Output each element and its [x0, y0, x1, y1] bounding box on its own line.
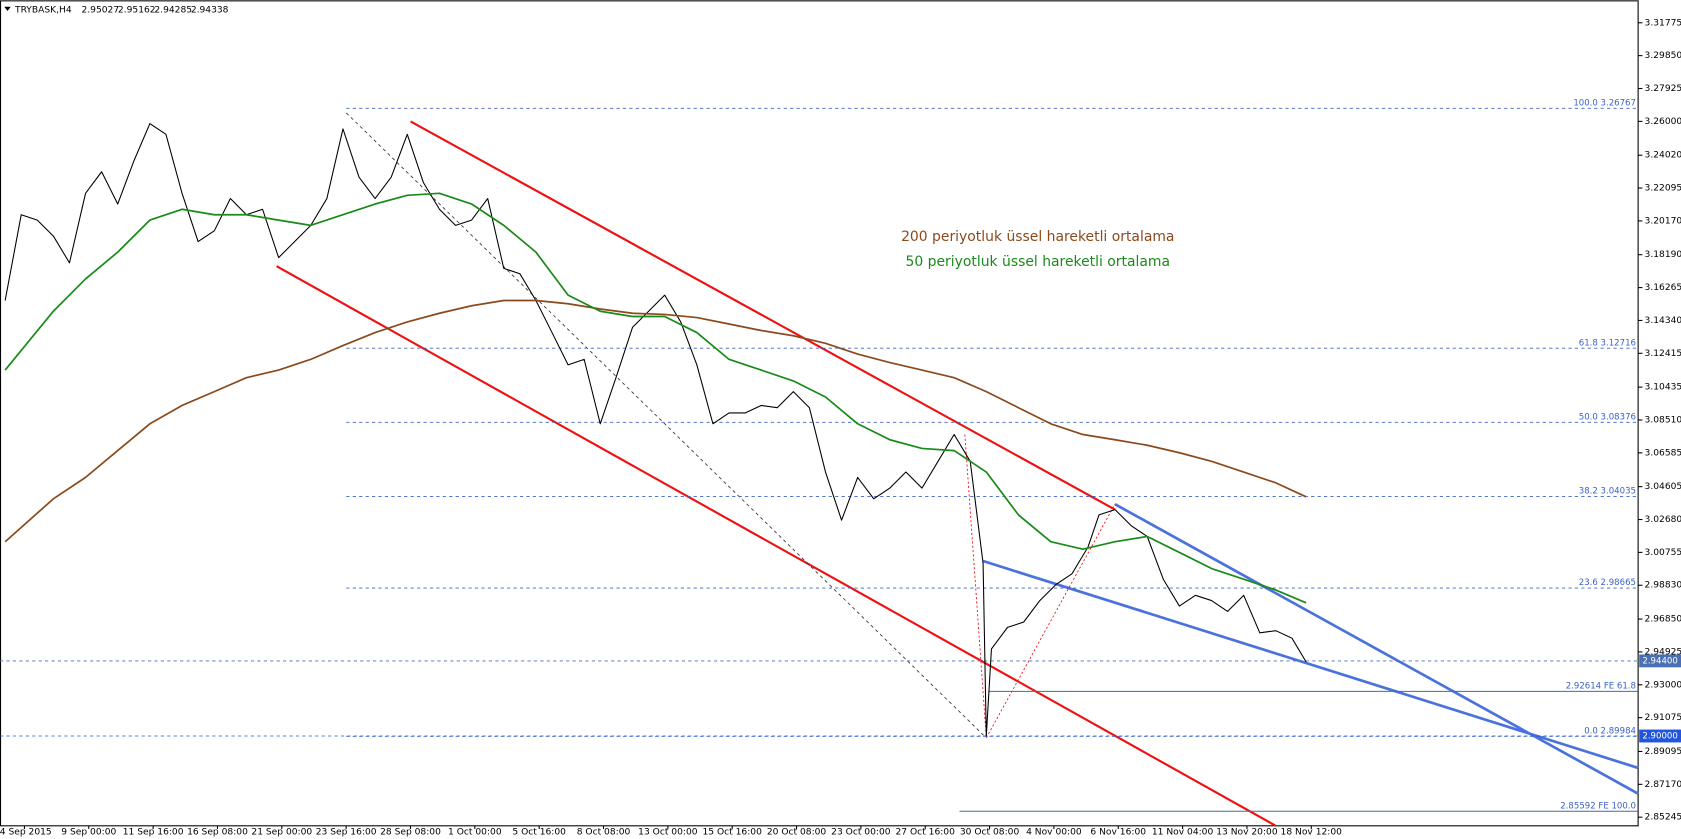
- x-tick-label: 30 Oct 08:00: [960, 828, 1020, 838]
- wedge-upper: [1114, 503, 1639, 795]
- y-tick-label: 3.02680: [1645, 515, 1681, 525]
- ohlc-low: 2.94285: [154, 5, 192, 15]
- fe-label: 2.85592 FE 100.0: [1560, 801, 1636, 811]
- y-tick-label: 2.85245: [1645, 813, 1681, 823]
- channel-upper: [410, 120, 1116, 511]
- y-tick-label: 2.91075: [1645, 713, 1681, 723]
- x-tick-label: 11 Nov 04:00: [1152, 828, 1214, 838]
- x-tick-label: 4 Nov 00:00: [1026, 828, 1082, 838]
- y-tick-label: 2.87170: [1645, 780, 1681, 790]
- x-tick-label: 6 Nov 16:00: [1090, 828, 1146, 838]
- y-tick-label: 3.18190: [1645, 250, 1681, 260]
- plot-frame: [0, 0, 1639, 827]
- menu-arrow: [4, 6, 11, 12]
- x-tick-label: 23 Sep 16:00: [316, 828, 377, 838]
- x-tick-label: 21 Sep 00:00: [251, 828, 312, 838]
- drawings: [276, 112, 1639, 827]
- moving-average: [4, 299, 1307, 543]
- x-tick-label: 8 Oct 08:00: [577, 828, 631, 838]
- ohlc-high: 2.95162: [118, 5, 156, 15]
- y-tick-label: 2.98830: [1645, 581, 1681, 591]
- x-tick-label: 5 Oct 16:00: [512, 828, 566, 838]
- fib-label: 50.0 3.08376: [1579, 412, 1636, 422]
- fib-label: 38.2 3.04035: [1579, 487, 1636, 497]
- x-tick-label: 15 Oct 16:00: [703, 828, 763, 838]
- y-tick-label: 3.14340: [1645, 316, 1681, 326]
- x-tick-label: 20 Oct 08:00: [767, 828, 827, 838]
- legend-label: 50 periyotluk üssel hareketli ortalama: [905, 254, 1170, 270]
- y-tick-label: 3.10435: [1645, 383, 1681, 393]
- x-tick-label: 28 Sep 08:00: [380, 828, 441, 838]
- y-tick-label: 3.22095: [1645, 184, 1681, 194]
- price-box-label: 2.94400: [1642, 656, 1677, 666]
- y-tick-label: 3.20170: [1645, 216, 1681, 226]
- y-tick-label: 3.12415: [1645, 349, 1681, 359]
- legend-label: 200 periyotluk üssel hareketli ortalama: [901, 229, 1174, 245]
- fib-label: 100.0 3.26767: [1573, 98, 1636, 108]
- channel-lower: [276, 265, 1277, 827]
- x-tick-label: 18 Nov 12:00: [1281, 828, 1343, 838]
- y-tick-label: 3.04605: [1645, 482, 1681, 492]
- x-tick-label: 9 Sep 00:00: [61, 828, 116, 838]
- y-tick-label: 3.16265: [1645, 283, 1681, 293]
- y-tick-label: 2.93000: [1645, 680, 1681, 690]
- x-tick-label: 27 Oct 16:00: [896, 828, 956, 838]
- x-tick-label: 11 Sep 16:00: [123, 828, 184, 838]
- y-tick-label: 3.08510: [1645, 415, 1681, 425]
- price-box: [1639, 729, 1681, 743]
- price-box-label: 2.90000: [1642, 732, 1677, 742]
- fe-label: 2.92614 FE 61.8: [1566, 682, 1636, 692]
- price-box: [1639, 654, 1681, 668]
- x-tick-label: 13 Oct 00:00: [638, 828, 698, 838]
- x-tick-label: 23 Oct 00:00: [831, 828, 891, 838]
- y-tick-label: 3.24020: [1645, 151, 1681, 161]
- symbol: TRYBASK,H4: [14, 5, 72, 15]
- y-tick-label: 3.29850: [1645, 51, 1681, 61]
- fib-label: 61.8 3.12716: [1579, 338, 1636, 348]
- ohlc-open: 2.95027: [81, 5, 119, 15]
- y-tick-label: 2.89095: [1645, 747, 1681, 757]
- y-tick-label: 3.26000: [1645, 117, 1681, 127]
- fib-label: 23.6 2.98665: [1579, 578, 1636, 588]
- y-tick-label: 3.00755: [1645, 548, 1681, 558]
- x-tick-label: 4 Sep 2015: [0, 828, 52, 838]
- x-tick-label: 16 Sep 08:00: [187, 828, 248, 838]
- x-tick-label: 1 Oct 00:00: [448, 828, 502, 838]
- y-tick-label: 3.06585: [1645, 448, 1681, 458]
- wedge-lower: [982, 559, 1639, 770]
- y-tick-label: 3.31775: [1645, 18, 1681, 28]
- y-tick-label: 2.96850: [1645, 615, 1681, 625]
- fib-label: 0.0 2.89984: [1584, 726, 1636, 736]
- price-line-series: [4, 123, 1307, 737]
- moving-average: [4, 192, 1307, 604]
- fib-baseline: [345, 112, 987, 739]
- ohlc-close: 2.94338: [191, 5, 229, 15]
- fe-baseline: [964, 434, 1116, 740]
- y-tick-label: 2.94925: [1645, 647, 1681, 657]
- y-tick-label: 3.27925: [1645, 84, 1681, 94]
- x-tick-label: 13 Nov 20:00: [1216, 828, 1278, 838]
